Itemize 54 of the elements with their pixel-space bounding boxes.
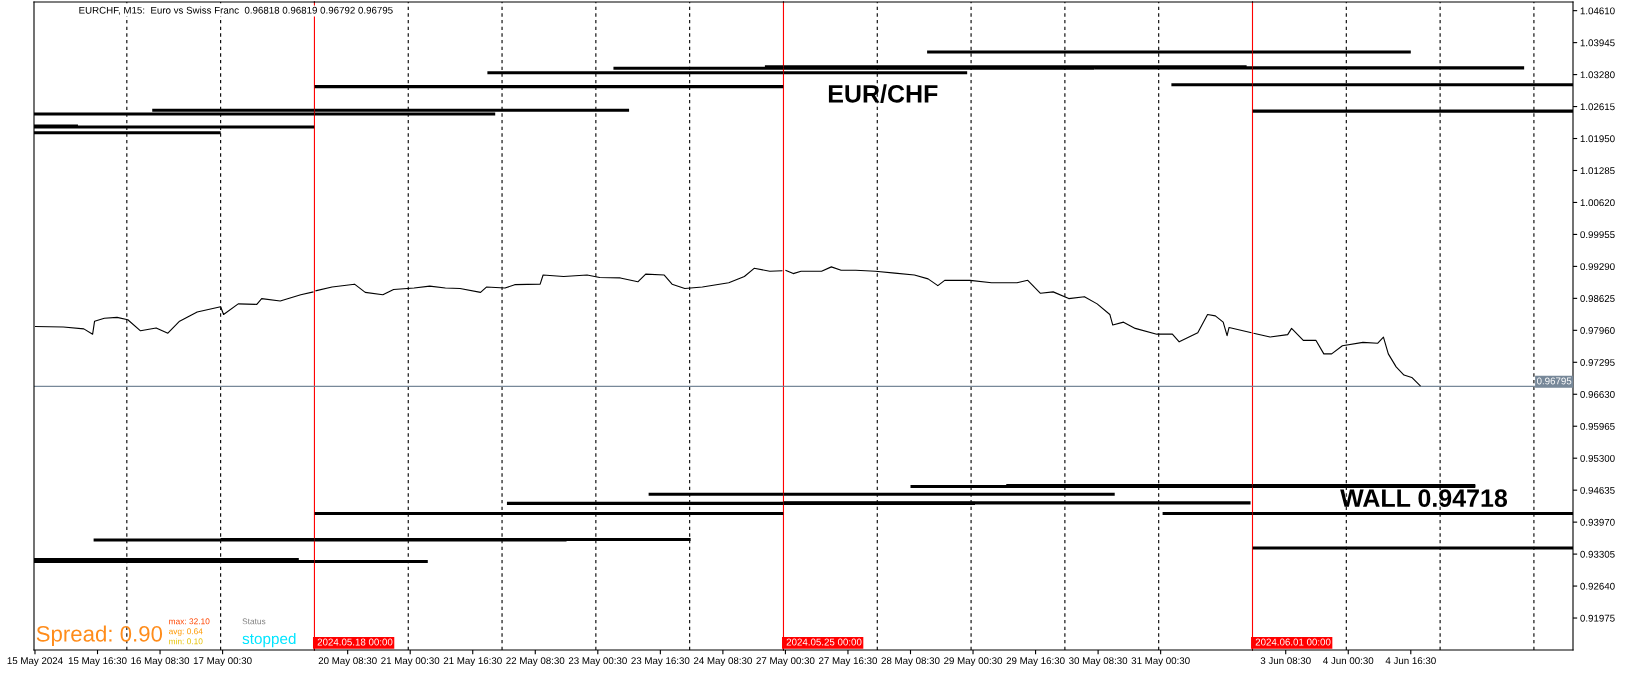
x-tick-label: 31 May 00:30: [1131, 657, 1190, 667]
x-tick-label: 27 May 16:30: [819, 657, 878, 667]
x-tick-label: 17 May 00:30: [193, 657, 252, 667]
x-tick-label: 20 May 08:30: [318, 657, 377, 667]
y-tick-label: 1.03280: [1580, 71, 1615, 79]
y-tick-label: 0.92640: [1580, 582, 1615, 590]
y-tick-label: 1.04610: [1580, 7, 1615, 15]
y-tick-label: 0.98625: [1580, 295, 1615, 302]
y-tick-label: 0.91975: [1580, 614, 1615, 622]
x-tick-label: 21 May 16:30: [443, 657, 502, 667]
annotation: Spread: 0.90: [36, 625, 163, 647]
annotation: WALL 0.94718: [1340, 489, 1508, 508]
y-tick-label: 1.03945: [1580, 39, 1615, 47]
x-tick-label: 27 May 00:30: [756, 657, 815, 667]
y-tick-label: 0.97960: [1580, 327, 1615, 334]
annotation: Status: [242, 618, 266, 625]
y-tick-label: 0.97295: [1580, 359, 1615, 366]
x-tick-label: 4 Jun 16:30: [1385, 657, 1436, 665]
y-tick-label: 1.02615: [1580, 103, 1615, 111]
x-tick-label: 15 May 2024: [7, 657, 63, 667]
y-tick-label: 0.99290: [1580, 263, 1615, 271]
annotation: min: 0.10: [169, 638, 203, 645]
x-tick-label: 24 May 08:30: [693, 657, 752, 667]
x-tick-label: 23 May 00:30: [568, 657, 627, 667]
chart-title: EURCHF, M15: Euro vs Swiss Franc 0.96818 0.96819 0.96792 0.96795: [79, 6, 393, 15]
y-tick-label: 0.93305: [1580, 550, 1615, 558]
x-tick-label: 3 Jun 08:30: [1260, 657, 1311, 665]
x-tick-label: 15 May 16:30: [68, 657, 127, 667]
ref-line-label: 2024.05.18 00:00: [317, 638, 393, 646]
y-tick-label: 1.00620: [1580, 199, 1615, 207]
x-tick-label: 28 May 08:30: [881, 657, 940, 667]
x-tick-label: 30 May 08:30: [1069, 657, 1128, 667]
x-tick-label: 16 May 08:30: [131, 657, 190, 667]
y-tick-label: 0.96630: [1580, 391, 1615, 398]
ref-line-label: 0.96795: [1536, 377, 1572, 385]
x-tick-label: 22 May 08:30: [506, 657, 565, 667]
annotation: avg: 0.64: [168, 628, 203, 636]
y-tick-label: 0.95965: [1580, 422, 1615, 430]
y-tick-label: 0.95300: [1580, 454, 1615, 462]
annotation: stopped: [242, 632, 296, 648]
annotation: EUR/CHF: [828, 84, 938, 103]
x-tick-label: 29 May 16:30: [1006, 657, 1065, 667]
ref-line-label: 2024.06.01 00:00: [1255, 638, 1331, 646]
y-tick-label: 1.01950: [1580, 135, 1615, 143]
x-tick-label: 29 May 00:30: [944, 657, 1003, 667]
y-tick-label: 0.93970: [1580, 518, 1615, 526]
annotation: max: 32.10: [169, 618, 210, 625]
y-tick-label: 1.01285: [1580, 167, 1615, 175]
x-tick-label: 21 May 00:30: [381, 657, 440, 667]
ref-line-label: 2024.05.25 00:00: [786, 638, 862, 646]
y-tick-label: 0.99955: [1580, 231, 1615, 239]
x-tick-label: 23 May 16:30: [631, 657, 690, 667]
y-tick-label: 0.94635: [1580, 486, 1615, 494]
x-tick-label: 4 Jun 00:30: [1323, 657, 1374, 665]
